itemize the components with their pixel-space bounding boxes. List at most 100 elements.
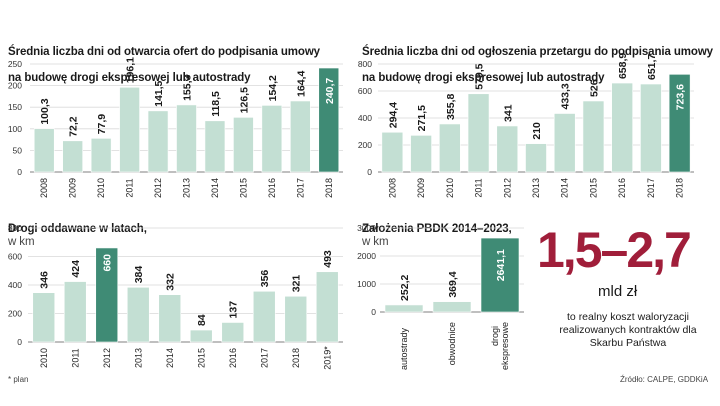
chart3-data-label: 493 bbox=[322, 250, 334, 268]
chart3-data-label: 356 bbox=[259, 270, 271, 288]
cost-range-unit: mld zł bbox=[598, 283, 638, 300]
chart1-category-label: 2013 bbox=[182, 178, 192, 198]
chart2-bar-2009 bbox=[410, 135, 432, 173]
chart3-bar-2014 bbox=[158, 294, 182, 343]
chart1-ytick-label: 100 bbox=[8, 124, 22, 134]
chart3-ytick-label: 200 bbox=[8, 309, 22, 319]
chart3-category-label: 2013 bbox=[133, 348, 143, 368]
chart4-bar-obwodnice bbox=[432, 301, 472, 313]
chart1-bar-2017 bbox=[290, 100, 311, 173]
chart1-data-label: 72,2 bbox=[68, 116, 80, 137]
chart4-category-label: autostrady bbox=[399, 327, 409, 370]
chart2-bar-2008 bbox=[381, 131, 404, 173]
chart2-category-label: 2017 bbox=[646, 178, 656, 198]
chart2-data-label: 526 bbox=[588, 79, 600, 97]
chart3-category-label: 2016 bbox=[228, 348, 238, 368]
chart2-bar-2011 bbox=[467, 93, 490, 173]
chart1-title: Średnia liczba dni od otwarcia ofert do … bbox=[8, 33, 320, 85]
chart3-data-label: 137 bbox=[228, 301, 240, 319]
cost-range-value: 1,5–2,7 bbox=[537, 222, 692, 278]
chart3-data-label: 660 bbox=[102, 254, 114, 272]
chart1-category-label: 2014 bbox=[210, 178, 220, 198]
chart4-bar-drogi-ekspresowe bbox=[480, 237, 520, 313]
chart2-category-label: 2010 bbox=[445, 178, 455, 198]
chart3-title-text: Drogi oddawane w latach, bbox=[8, 223, 147, 235]
chart3-data-label: 384 bbox=[133, 266, 145, 284]
chart1-ytick-label: 50 bbox=[13, 145, 23, 155]
chart2-category-label: 2013 bbox=[531, 178, 541, 198]
chart3-category-label: 2012 bbox=[102, 348, 112, 368]
chart3-bar-2010 bbox=[32, 292, 56, 343]
chart4-ytick-label: 1000 bbox=[357, 279, 376, 289]
chart1-bar-2016 bbox=[261, 105, 283, 173]
chart1-data-label: 141,5 bbox=[153, 80, 165, 106]
chart3-category-label: 2010 bbox=[39, 348, 49, 368]
chart2-bar-2010 bbox=[439, 123, 461, 173]
chart2-data-label: 723,6 bbox=[675, 84, 687, 110]
chart1-category-label: 2008 bbox=[39, 178, 49, 198]
chart1-data-label: 164,4 bbox=[295, 71, 307, 97]
chart2-data-label: 294,4 bbox=[387, 102, 399, 128]
chart3-data-label: 321 bbox=[291, 275, 303, 293]
chart3-bar-2015 bbox=[189, 329, 213, 343]
chart1-data-label: 240,7 bbox=[324, 78, 336, 104]
chart3-bar-2011 bbox=[63, 281, 87, 343]
chart1-bar-2010 bbox=[90, 138, 112, 173]
chart4-category-label: ekspresowe bbox=[500, 322, 510, 370]
chart2-category-label: 2014 bbox=[560, 178, 570, 198]
chart1-bar-2008 bbox=[33, 128, 55, 173]
chart2-category-label: 2015 bbox=[588, 178, 598, 198]
chart2-data-label: 651,7 bbox=[646, 54, 658, 80]
chart1-bar-2013 bbox=[176, 104, 197, 173]
chart1-category-label: 2012 bbox=[153, 178, 163, 198]
chart1-bar-2014 bbox=[204, 120, 226, 173]
chart3-category-label: 2018 bbox=[291, 348, 301, 368]
chart3-data-label: 346 bbox=[39, 271, 51, 289]
chart4-title-unit: w km bbox=[362, 236, 389, 248]
chart2-category-label: 2011 bbox=[474, 178, 484, 197]
chart3-title: Drogi oddawane w latach, w km bbox=[8, 210, 147, 249]
chart2-category-label: 2018 bbox=[675, 178, 685, 198]
chart1-category-label: 2009 bbox=[68, 178, 78, 198]
chart3-data-label: 84 bbox=[196, 314, 208, 326]
chart2-ytick-label: 0 bbox=[367, 167, 372, 177]
chart4-title-text: Założenia PBDK 2014–2023, bbox=[362, 223, 512, 235]
chart1-category-label: 2010 bbox=[96, 178, 106, 198]
chart2-title-line2: na budowę drogi ekspresowej lub autostra… bbox=[362, 72, 605, 84]
chart2-ytick-label: 600 bbox=[358, 86, 372, 96]
chart1-category-label: 2017 bbox=[295, 178, 305, 198]
chart1-bar-2018 bbox=[318, 67, 340, 173]
chart2-data-label: 210 bbox=[531, 122, 543, 140]
chart2-category-label: 2009 bbox=[416, 178, 426, 198]
chart4-category-label: drogi bbox=[490, 326, 500, 346]
chart1-category-label: 2016 bbox=[267, 178, 277, 198]
chart3-bar-2016 bbox=[221, 322, 245, 343]
chart1-ytick-label: 200 bbox=[8, 81, 22, 91]
chart3-category-label: 2015 bbox=[196, 348, 206, 368]
chart2-bar-2016 bbox=[611, 82, 633, 173]
chart2-ytick-label: 800 bbox=[358, 59, 372, 69]
chart2-bar-2013 bbox=[525, 143, 547, 173]
source-note: Źródło: CALPE, GDDKiA bbox=[620, 375, 709, 384]
chart4-ytick-label: 3000 bbox=[357, 223, 376, 233]
chart3-bar-2017 bbox=[252, 290, 276, 343]
chart1-category-label: 2018 bbox=[324, 178, 334, 198]
chart3-category-label: 2011 bbox=[70, 348, 80, 367]
footnote: * plan bbox=[8, 375, 29, 384]
chart3-category-label: 2014 bbox=[165, 348, 175, 368]
chart3-data-label: 332 bbox=[165, 273, 177, 291]
chart3-bar-2012 bbox=[95, 247, 119, 343]
chart2-title-line1: Średnia liczba dni od ogłoszenia przetar… bbox=[362, 46, 713, 58]
chart2-bar-2017 bbox=[640, 83, 662, 173]
chart1-bar-2012 bbox=[147, 110, 169, 173]
chart2-data-label: 433,3 bbox=[560, 83, 572, 109]
chart1-data-label: 118,5 bbox=[210, 91, 222, 117]
chart3-data-label: 424 bbox=[70, 260, 82, 278]
chart1-data-label: 100,3 bbox=[39, 98, 51, 124]
chart2-category-label: 2016 bbox=[617, 178, 627, 198]
chart1-data-label: 196,1 bbox=[125, 57, 137, 83]
chart3-ytick-label: 600 bbox=[8, 252, 22, 262]
chart4-category-label: obwodnice bbox=[447, 322, 457, 365]
chart2-ytick-label: 200 bbox=[358, 140, 372, 150]
chart1-data-label: 77,9 bbox=[96, 114, 108, 135]
